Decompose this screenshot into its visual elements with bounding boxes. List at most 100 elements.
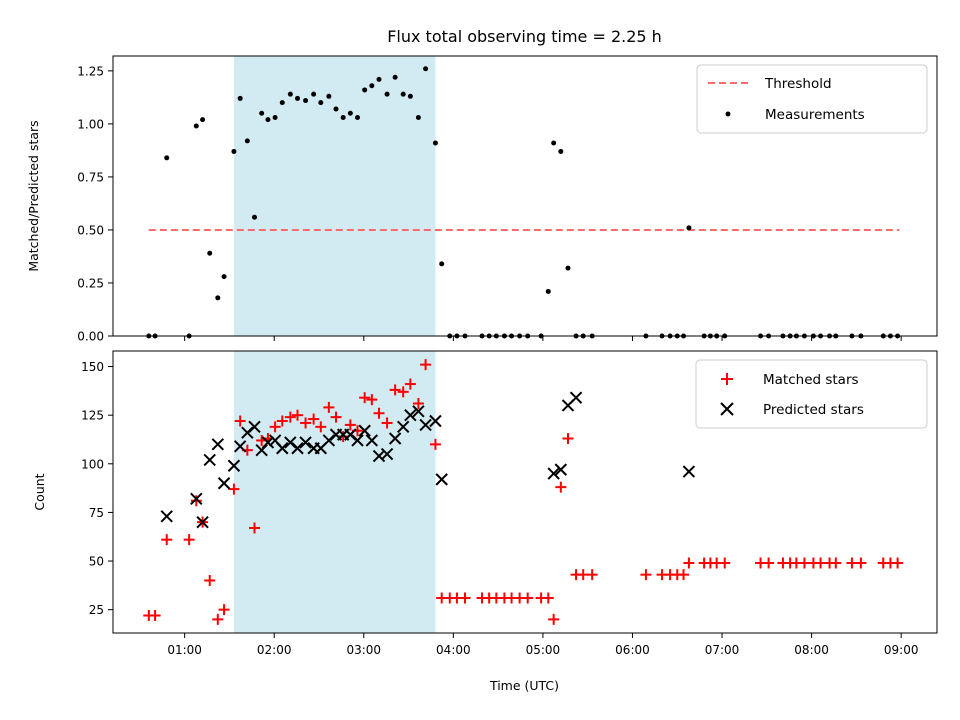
bottom-axes-frame	[112, 350, 938, 634]
top-y-axis-label: Matched/Predicted stars	[26, 120, 41, 271]
predicted-star-point	[396, 420, 410, 434]
measurement-point	[252, 214, 258, 220]
measurement-point	[237, 95, 243, 101]
measurement-point	[355, 115, 361, 121]
bottom-panel: 25 50 75 100 125 150 01:00 02:00 03:00 04:00 05:0…	[32, 350, 938, 693]
matched-star-point	[420, 359, 432, 371]
matched-star-point	[555, 481, 567, 493]
measurement-point	[415, 115, 421, 121]
predicted-star-point	[388, 432, 402, 445]
measurement-point	[279, 100, 285, 106]
top-y-tick-label: 0.25	[77, 276, 104, 290]
predicted-star-point	[429, 414, 442, 428]
matched-star-point	[183, 534, 195, 546]
measurement-point	[193, 123, 199, 129]
matched-star-point	[389, 384, 401, 396]
predicted-star-point	[435, 473, 448, 486]
measurement-point	[384, 91, 390, 97]
predicted-star-point	[291, 442, 304, 455]
measurement-point	[295, 95, 301, 101]
top-y-tick-label: 0.00	[77, 330, 104, 344]
matched-star-point	[190, 495, 202, 507]
top-y-tick-label: 1.00	[77, 117, 104, 131]
predicted-star-point	[261, 436, 275, 449]
measurement-point	[265, 117, 271, 123]
matched-star-point	[269, 421, 281, 433]
bottom-y-tick-label: 100	[81, 457, 104, 471]
measurement-point	[432, 140, 438, 146]
predicted-star-point	[276, 442, 289, 455]
top-legend: Threshold Measurements	[696, 64, 928, 134]
measurement-point	[400, 91, 406, 97]
matched-star-point	[234, 415, 246, 427]
matched-star-point	[683, 557, 695, 569]
matched-star-point	[855, 557, 867, 569]
matched-star-point	[397, 386, 409, 398]
matched-star-point	[161, 534, 173, 546]
legend-predicted-label: Predicted stars	[763, 402, 864, 418]
measurement-point	[558, 148, 564, 154]
measurement-point	[272, 115, 278, 121]
top-shaded-span	[233, 56, 436, 336]
bottom-legend: Matched stars Predicted stars	[695, 359, 928, 429]
measurement-point	[376, 76, 382, 82]
legend-predicted-swatch	[720, 402, 734, 416]
bottom-y-tick-label: 125	[81, 409, 104, 423]
matched-star-point	[337, 431, 349, 443]
predicted-star-point	[203, 453, 216, 467]
matched-star-point	[292, 409, 304, 421]
measurement-point	[551, 140, 557, 146]
top-panel: 0.00 0.25 0.50 0.75 1.00 1.25 Matched/Predict…	[26, 55, 938, 344]
measurement-point	[318, 100, 324, 106]
matched-star-point	[719, 557, 731, 569]
predicted-star-point	[380, 447, 394, 461]
predicted-star-point	[211, 438, 224, 451]
legend-matched-swatch	[721, 373, 733, 385]
predicted-star-point	[404, 408, 417, 422]
measurement-point	[231, 148, 237, 154]
measurement-point	[221, 274, 227, 280]
matched-star-point	[249, 522, 261, 534]
measurement-point	[164, 155, 170, 161]
predicted-star-point	[358, 424, 371, 437]
measurement-point	[686, 225, 692, 231]
matched-star-point	[330, 411, 342, 423]
top-y-ticks: 0.00 0.25 0.50 0.75 1.00 1.25	[77, 64, 113, 344]
matched-star-point	[586, 569, 598, 581]
matched-star-point	[323, 401, 335, 413]
predicted-star-point	[351, 434, 364, 447]
matched-star-point	[640, 569, 652, 581]
matched-star-point	[315, 421, 327, 433]
predicted-star-point	[196, 515, 209, 529]
measurement-point	[303, 98, 309, 104]
bottom-x-tick-label: 01:00	[167, 643, 202, 657]
matched-star-point	[228, 483, 240, 495]
matched-star-point	[212, 613, 224, 625]
measurement-point	[347, 110, 353, 116]
matched-star-point	[522, 592, 534, 604]
matched-star-point	[359, 392, 371, 404]
measurement-point	[423, 66, 429, 72]
predicted-star-point	[233, 440, 247, 453]
matched-star-point	[542, 592, 554, 604]
predicted-star-point	[682, 465, 696, 478]
legend-threshold-label: Threshold	[764, 76, 832, 92]
predicted-star-point	[419, 418, 432, 432]
predicted-star-point	[255, 443, 268, 457]
measurement-point	[340, 115, 346, 121]
matched-star-point	[284, 411, 296, 423]
bottom-x-tick-label: 09:00	[884, 643, 919, 657]
measurement-point	[326, 93, 332, 99]
bottom-y-tick-label: 75	[89, 506, 104, 520]
legend-measurements-swatch	[725, 111, 731, 117]
predicted-star-point	[299, 436, 312, 449]
predicted-star-point	[160, 510, 173, 523]
matched-star-point	[548, 613, 560, 625]
bottom-x-tick-label: 03:00	[346, 643, 381, 657]
predicted-star-point	[227, 459, 241, 472]
bottom-x-tick-label: 07:00	[705, 643, 740, 657]
measurement-point	[439, 261, 445, 267]
predicted-star-point	[554, 463, 568, 476]
matched-star-point	[204, 574, 216, 586]
matched-star-point	[276, 415, 288, 427]
